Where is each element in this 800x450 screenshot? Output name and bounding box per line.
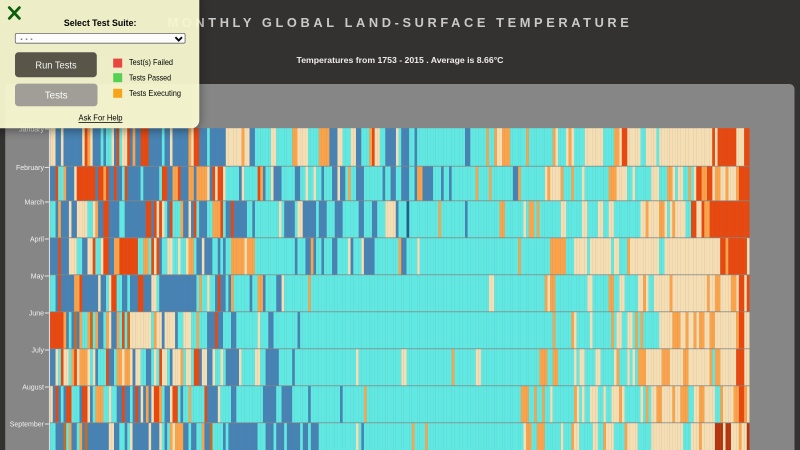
svg-text:July: July — [32, 347, 45, 354]
svg-text:- - -: - - - — [21, 36, 34, 43]
svg-text:Select Test Suite:: Select Test Suite: — [64, 18, 136, 29]
svg-text:Run Tests: Run Tests — [35, 60, 76, 71]
svg-text:January: January — [19, 126, 44, 133]
svg-text:September: September — [10, 421, 45, 428]
svg-text:Tests Passed: Tests Passed — [129, 73, 171, 83]
svg-text:June: June — [29, 310, 44, 317]
svg-text:Tests: Tests — [45, 90, 68, 101]
svg-text:August: August — [22, 384, 44, 391]
svg-text:May: May — [31, 273, 45, 280]
svg-text:March: March — [25, 199, 45, 206]
svg-text:Ask For Help: Ask For Help — [79, 113, 123, 123]
svg-text:Test(s) Failed: Test(s) Failed — [129, 57, 173, 67]
svg-text:February: February — [16, 165, 45, 172]
svg-text:Tests Executing: Tests Executing — [129, 88, 181, 98]
svg-text:April: April — [30, 236, 44, 243]
